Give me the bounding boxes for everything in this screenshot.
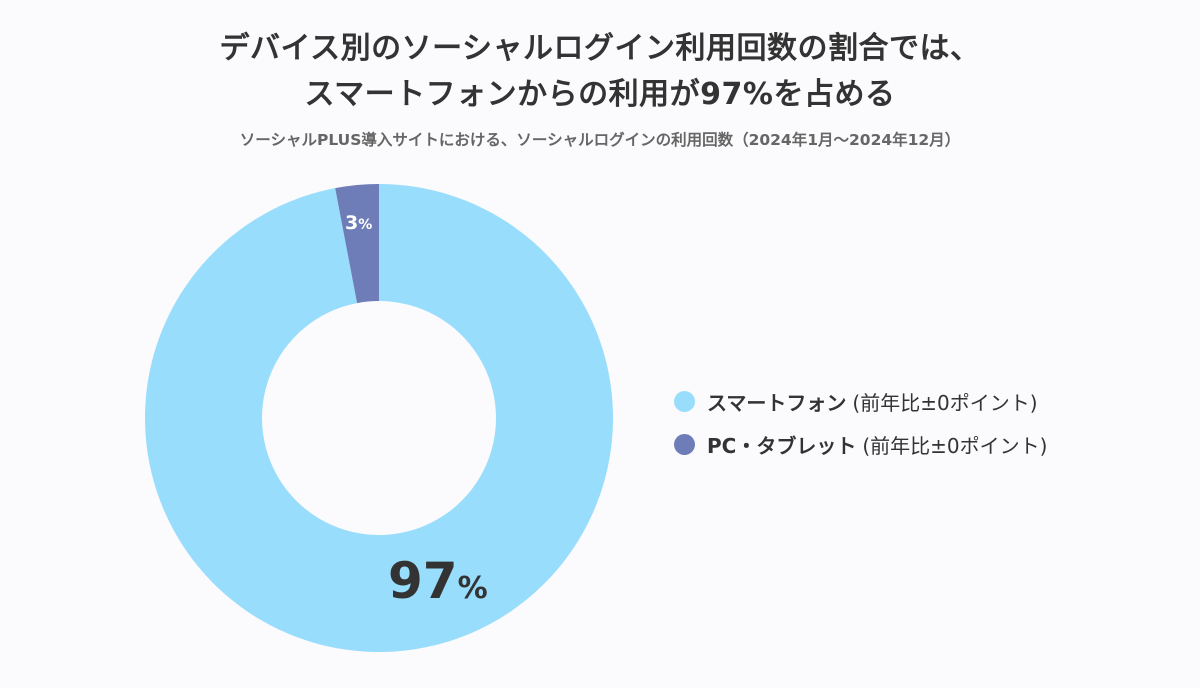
legend-swatch-icon — [674, 434, 695, 455]
smartphone-percent-label: 97% — [388, 552, 488, 610]
chart-title: デバイス別のソーシャルログイン利用回数の割合では、 スマートフォンからの利用が9… — [0, 26, 1200, 118]
legend-label: PC・タブレット — [707, 434, 857, 458]
legend-item-pc-tablet: PC・タブレット (前年比±0ポイント) — [674, 423, 1047, 466]
legend-item-smartphone: スマートフォン (前年比±0ポイント) — [674, 380, 1047, 423]
legend-note: (前年比±0ポイント) — [862, 434, 1048, 458]
legend-label: スマートフォン — [707, 391, 847, 415]
legend-note: (前年比±0ポイント) — [852, 391, 1038, 415]
chart-subtitle: ソーシャルPLUS導入サイトにおける、ソーシャルログインの利用回数（2024年1… — [239, 131, 961, 149]
pc-tablet-percent-label: 3% — [345, 212, 373, 234]
chart-title-line-1: デバイス別のソーシャルログイン利用回数の割合では、 — [219, 31, 981, 66]
legend-swatch-icon — [674, 391, 695, 412]
chart-legend: スマートフォン (前年比±0ポイント) PC・タブレット (前年比±0ポイント) — [674, 380, 1047, 466]
donut-segments — [145, 184, 614, 652]
chart-title-line-2: スマートフォンからの利用が97%を占める — [304, 77, 896, 112]
segment-pc-tablet — [335, 184, 379, 304]
segment-smartphone — [145, 184, 614, 652]
